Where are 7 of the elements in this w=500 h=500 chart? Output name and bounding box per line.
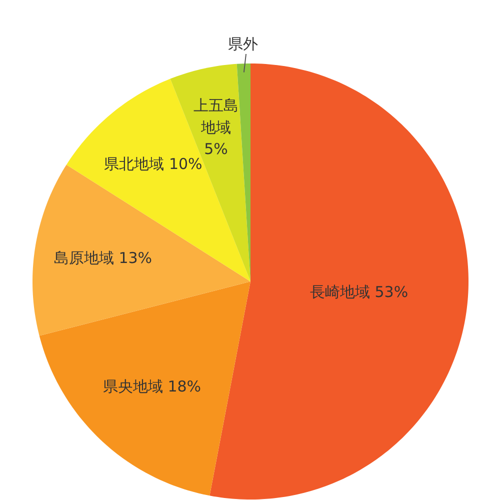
slice-label: 県央地域 18% xyxy=(102,377,202,396)
slice-label: 県北地域 10% xyxy=(104,154,202,173)
slice-label: 県外 xyxy=(228,34,258,53)
slice-label: 島原地域 13% xyxy=(54,249,152,268)
slice-label: 上五島地域 xyxy=(194,96,239,136)
slice-label: 長崎地域 53% xyxy=(310,282,408,301)
data-label: 5% xyxy=(204,140,228,158)
